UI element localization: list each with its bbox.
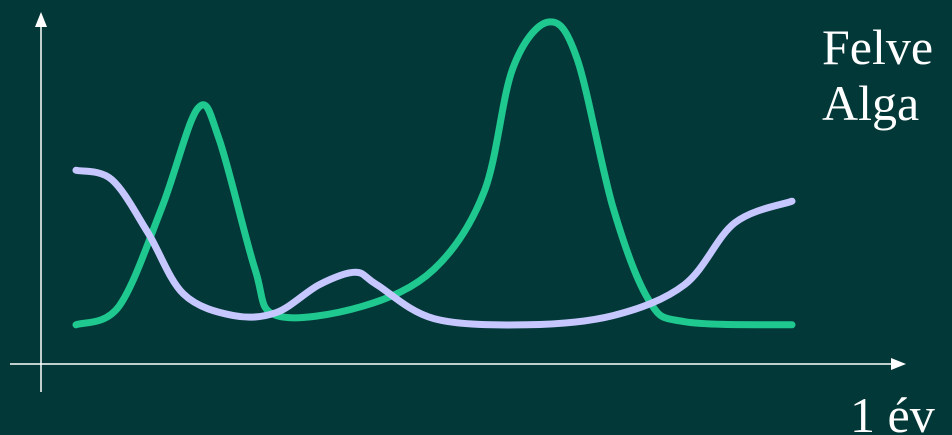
legend-series-1: Felve (822, 19, 934, 75)
y-axis-arrow (35, 12, 47, 27)
x-axis-label: 1 év (850, 387, 935, 435)
x-axis-arrow (891, 358, 906, 370)
legend-series-2: Alga (822, 75, 920, 131)
series-line-1 (72, 18, 796, 329)
series-line-2 (72, 166, 796, 329)
series-layer (72, 18, 796, 329)
